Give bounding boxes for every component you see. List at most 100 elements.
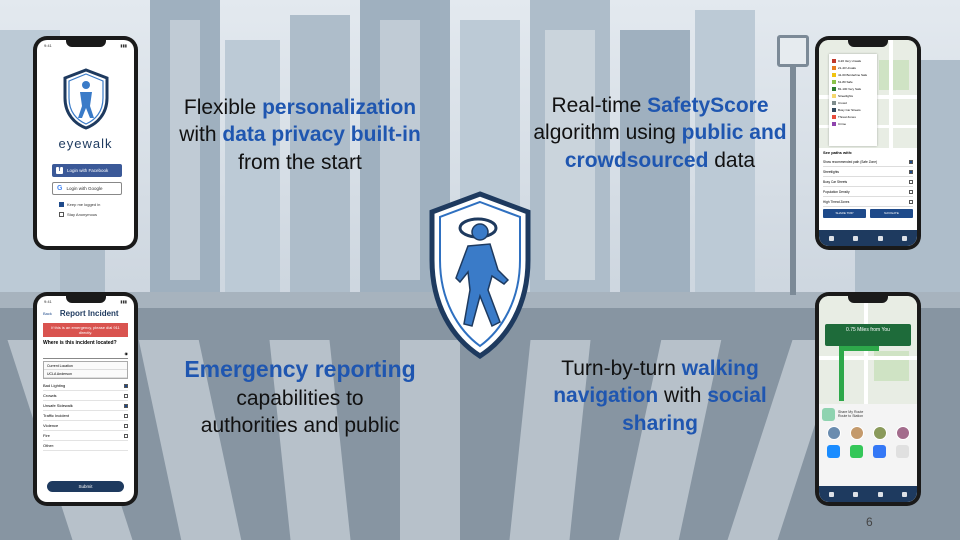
location-question: Where is this incident located? <box>43 340 117 347</box>
legend-swatch <box>832 114 836 119</box>
legend-label: Busy Car Streets <box>838 107 861 112</box>
caption-safetyscore: Real-time SafetyScore algorithm using pu… <box>533 94 787 172</box>
path-toggle-row[interactable]: Population Density <box>823 187 913 197</box>
incident-checkbox <box>124 433 128 438</box>
path-toggle-row[interactable]: Busy Car Streets <box>823 177 913 187</box>
legend-label: Crime <box>838 121 846 126</box>
legend-swatch <box>832 65 836 70</box>
airdrop-icon[interactable] <box>827 445 840 458</box>
legend-item: 61-80 Safe <box>832 78 874 85</box>
dropdown-option[interactable]: Current Location <box>44 362 127 371</box>
legend-item: 41-60 Borderline Safe <box>832 71 874 78</box>
eyewalk-shield-logo-icon <box>429 191 531 359</box>
legend-label: Crowd <box>838 100 847 105</box>
tab-home-icon[interactable] <box>828 491 834 497</box>
path-checkbox <box>909 199 913 204</box>
path-toggle-row[interactable]: Show recommended path (Safe Zone) <box>823 157 913 167</box>
share-title: Share My Route <box>838 410 864 414</box>
path-toggle-row[interactable]: High Threat Zones <box>823 197 913 207</box>
path-checkbox <box>909 169 913 174</box>
share-trip-button[interactable]: SHARE TRIP <box>823 209 866 218</box>
safety-legend: 0-20 Very Unsafe 21-40 Unsafe 41-60 Border… <box>829 54 877 146</box>
contact-avatar[interactable] <box>849 426 864 440</box>
tab-profile-icon[interactable] <box>902 235 908 241</box>
legend-label: 21-40 Unsafe <box>838 65 857 70</box>
legend-item: Streetlights <box>832 92 874 99</box>
legend-label: 81-100 Very Safe <box>838 86 862 91</box>
path-checkbox <box>909 179 913 184</box>
legend-label: 0-20 Very Unsafe <box>838 58 862 63</box>
legend-item: Crowd <box>832 99 874 106</box>
contact-avatar[interactable] <box>826 426 841 440</box>
target-icon: ◉ <box>124 351 129 357</box>
legend-label: Streetlights <box>838 93 854 98</box>
path-checkbox <box>909 159 913 164</box>
tab-home-icon[interactable] <box>828 235 834 241</box>
login-phone-mockup: 9:41 ▮▮▮ eyewalk f Login with Facebook G … <box>33 36 138 250</box>
mail-icon[interactable] <box>873 445 886 458</box>
tab-report-icon[interactable] <box>877 235 883 241</box>
dropdown-option[interactable]: UCLA Anderson <box>44 370 127 379</box>
incident-checkbox <box>124 423 128 428</box>
share-sheet: Share My Route Route to Station <box>819 404 917 486</box>
legend-item: Busy Car Streets <box>832 106 874 113</box>
google-icon: G <box>57 185 63 192</box>
navigate-button[interactable]: NAVIGATE <box>870 209 913 218</box>
navigation-banner: 0.75 Miles from You <box>825 324 911 346</box>
brand-name: eyewalk <box>58 136 113 151</box>
facebook-login-button[interactable]: f Login with Facebook <box>52 164 122 177</box>
legend-swatch <box>832 58 836 63</box>
tab-profile-icon[interactable] <box>902 491 908 497</box>
emergency-alert: If this is an emergency, please dial 911… <box>43 323 128 338</box>
caption-navigation: Turn-by-turn walking navigation with soc… <box>553 357 767 435</box>
path-toggle-row[interactable]: Streetlights <box>823 167 913 177</box>
slide-number: 6 <box>866 515 873 529</box>
legend-swatch <box>832 107 836 112</box>
legend-item: 21-40 Unsafe <box>832 64 874 71</box>
report-incident-phone-mockup: 9:41 ▮▮▮ Back Report Incident If this is … <box>33 292 138 506</box>
incident-checkbox <box>124 413 128 418</box>
location-dropdown[interactable]: Current Location UCLA Anderson <box>43 361 128 380</box>
incident-checkbox <box>124 393 128 398</box>
incident-type-row[interactable]: Fire <box>43 431 128 442</box>
other-field[interactable]: Other: <box>43 441 128 452</box>
caption-emergency: Emergency reporting capabilities to autho… <box>184 356 416 438</box>
path-checkbox <box>909 189 913 194</box>
legend-item: Crime <box>832 120 874 127</box>
submit-button[interactable]: Submit <box>47 481 124 492</box>
map-thumbnail-icon <box>822 407 835 421</box>
report-title: Report Incident <box>59 309 119 318</box>
legend-label: 41-60 Borderline Safe <box>838 72 868 77</box>
legend-swatch <box>832 79 836 84</box>
incident-type-row[interactable]: Unsafe Sidewalk <box>43 401 128 412</box>
messages-icon[interactable] <box>850 445 863 458</box>
legend-item: 0-20 Very Unsafe <box>832 57 874 64</box>
legend-swatch <box>832 93 836 98</box>
location-input[interactable]: ◉ <box>43 349 129 360</box>
stay-anonymous-checkbox[interactable]: Stay Anonymous <box>59 212 97 217</box>
keep-logged-in-checkbox[interactable]: Keep me logged in <box>59 202 100 207</box>
incident-type-row[interactable]: Violence <box>43 421 128 432</box>
legend-swatch <box>832 86 836 91</box>
google-login-button[interactable]: G Login with Google <box>52 182 122 195</box>
navigation-phone-mockup: 0.75 Miles from You Share My Route Route… <box>815 292 921 506</box>
incident-type-row[interactable]: Bad Lighting <box>43 381 128 392</box>
tab-report-icon[interactable] <box>877 491 883 497</box>
incident-type-row[interactable]: Crowds <box>43 391 128 402</box>
tab-search-icon[interactable] <box>853 491 859 497</box>
contact-avatar[interactable] <box>895 426 910 440</box>
eyewalk-logo-icon <box>63 68 109 130</box>
legend-swatch <box>832 121 836 126</box>
legend-item: 81-100 Very Safe <box>832 85 874 92</box>
paths-panel: See paths with: Show recommended path (S… <box>819 148 917 230</box>
tab-search-icon[interactable] <box>853 235 859 241</box>
incident-type-row[interactable]: Traffic Incident <box>43 411 128 422</box>
share-subtitle: Route to Station <box>838 414 864 418</box>
incident-checkbox <box>124 403 128 408</box>
contact-avatar[interactable] <box>872 426 887 440</box>
incident-checkbox <box>124 383 128 388</box>
back-button[interactable]: Back <box>43 311 52 316</box>
more-icon[interactable] <box>896 445 909 458</box>
legend-swatch <box>832 72 836 77</box>
facebook-icon: f <box>56 167 63 174</box>
